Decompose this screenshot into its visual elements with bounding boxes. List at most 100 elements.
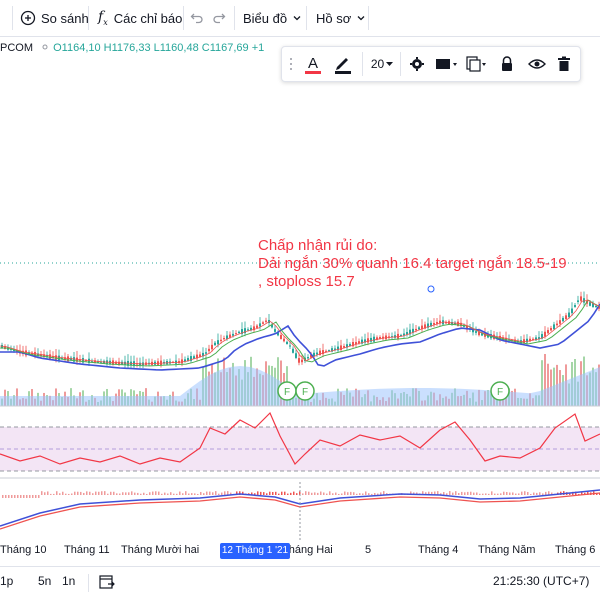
macd-histogram-bar — [548, 491, 550, 495]
signal-marker[interactable]: F — [490, 381, 510, 401]
macd-histogram-bar — [101, 491, 103, 495]
annotation-line: Chấp nhận rủi do: — [258, 237, 378, 254]
candle-body — [262, 322, 264, 324]
profile-button[interactable]: Hồ sơ — [316, 0, 366, 36]
macd-histogram-bar — [59, 493, 61, 495]
macd-histogram-bar — [299, 491, 301, 495]
drag-handle[interactable] — [286, 47, 296, 81]
line-color-button[interactable] — [328, 47, 358, 81]
volume-bar — [544, 353, 546, 406]
signal-marker[interactable]: F — [277, 381, 297, 401]
macd-histogram-bar — [50, 493, 52, 495]
macd-histogram-bar — [65, 493, 67, 495]
macd-histogram-bar — [71, 493, 73, 495]
text-color-button[interactable]: A — [298, 47, 328, 81]
macd-histogram-bar — [539, 492, 541, 495]
candle-body — [202, 352, 204, 357]
macd-histogram-bar — [116, 493, 118, 495]
candle-body — [271, 324, 273, 328]
candle-body — [61, 357, 63, 359]
macd-histogram-bar — [254, 493, 256, 495]
macd-histogram-bar — [107, 493, 109, 495]
macd-histogram-bar — [194, 493, 196, 495]
lock-button[interactable] — [492, 47, 522, 81]
macd-histogram-bar — [341, 493, 343, 495]
candle-body — [382, 336, 384, 339]
candle-body — [460, 322, 462, 327]
time-axis[interactable]: Tháng 10 Tháng 11 Tháng Mười hai Tháng H… — [0, 540, 600, 562]
candle-body — [37, 353, 39, 357]
chart-canvas[interactable]: F F F — [0, 36, 600, 540]
chart-type-button[interactable]: Biểu đồ — [243, 0, 302, 36]
signal-marker[interactable]: F — [295, 381, 315, 401]
macd-histogram-bar — [74, 491, 76, 495]
candle-body — [196, 354, 198, 359]
candle-body — [55, 355, 57, 360]
macd-histogram-bar — [308, 491, 310, 495]
candle-body — [427, 323, 429, 328]
indicators-button[interactable]: fx Các chỉ báo — [98, 0, 182, 36]
macd-histogram-bar — [587, 491, 589, 495]
interval-button[interactable]: 1h — [0, 0, 10, 36]
indicators-label: Các chỉ báo — [113, 10, 183, 26]
macd-histogram-bar — [215, 491, 217, 495]
macd-histogram-bar — [290, 492, 292, 495]
function-icon: fx — [98, 9, 108, 27]
candle-body — [367, 338, 369, 343]
candle-body — [400, 334, 402, 337]
macd-histogram-bar — [311, 492, 313, 495]
compare-button[interactable]: So sánh — [20, 0, 89, 36]
candle-body — [286, 341, 288, 345]
undo-button[interactable] — [190, 0, 204, 36]
candle-body — [283, 338, 285, 342]
redo-button[interactable] — [212, 0, 226, 36]
time-axis-label: Tháng 10 — [0, 544, 47, 556]
candle-body — [589, 302, 591, 306]
macd-histogram-bar — [203, 493, 205, 495]
signal-marker-label: F — [284, 387, 290, 398]
macd-histogram-bar — [11, 495, 13, 498]
macd-histogram-bar — [161, 493, 163, 495]
candle-body — [46, 354, 48, 358]
text-annotation[interactable]: Chấp nhận rủi do: Dải ngắn 30% quanh 16.… — [258, 237, 567, 291]
candle-body — [415, 328, 417, 331]
clone-button[interactable] — [462, 47, 492, 81]
macd-histogram-bar — [98, 491, 100, 495]
font-size-dropdown[interactable]: 20 — [366, 47, 398, 81]
candle-body — [526, 338, 528, 343]
clock-display[interactable]: 21:25:30 (UTC+7) — [493, 574, 590, 588]
candle-body — [337, 346, 339, 351]
macd-histogram-bar — [29, 495, 31, 498]
range-button-1p[interactable]: 1p — [0, 574, 14, 588]
hide-button[interactable] — [522, 47, 552, 81]
candle-body — [466, 325, 468, 330]
macd-histogram-bar — [293, 491, 295, 495]
candle-body — [481, 333, 483, 336]
range-button-1n[interactable]: 1n — [62, 574, 76, 588]
macd-histogram-bar — [20, 495, 22, 498]
time-axis-label: Tháng 6 — [555, 544, 596, 556]
candle-body — [232, 333, 234, 336]
macd-histogram-bar — [476, 492, 478, 495]
candle-body — [346, 344, 348, 348]
candle-body — [319, 350, 321, 355]
candle-body — [310, 354, 312, 358]
settings-button[interactable] — [402, 47, 432, 81]
macd-histogram-bar — [110, 491, 112, 495]
visibility-button[interactable] — [432, 47, 462, 81]
drawing-anchor[interactable] — [427, 285, 435, 293]
macd-histogram-bar — [338, 493, 340, 495]
candle-body — [52, 355, 54, 358]
go-to-date-button[interactable] — [98, 573, 116, 594]
candle-body — [250, 327, 252, 331]
range-button-5n[interactable]: 5n — [38, 574, 52, 588]
macd-histogram-bar — [269, 491, 271, 495]
candle-body — [340, 345, 342, 350]
macd-histogram-bar — [152, 491, 154, 495]
candle-body — [343, 346, 345, 348]
eye-icon[interactable] — [40, 42, 53, 54]
macd-histogram-bar — [497, 493, 499, 495]
delete-button[interactable] — [550, 47, 578, 81]
macd-histogram-bar — [500, 493, 502, 495]
macd-histogram-bar — [323, 492, 325, 495]
